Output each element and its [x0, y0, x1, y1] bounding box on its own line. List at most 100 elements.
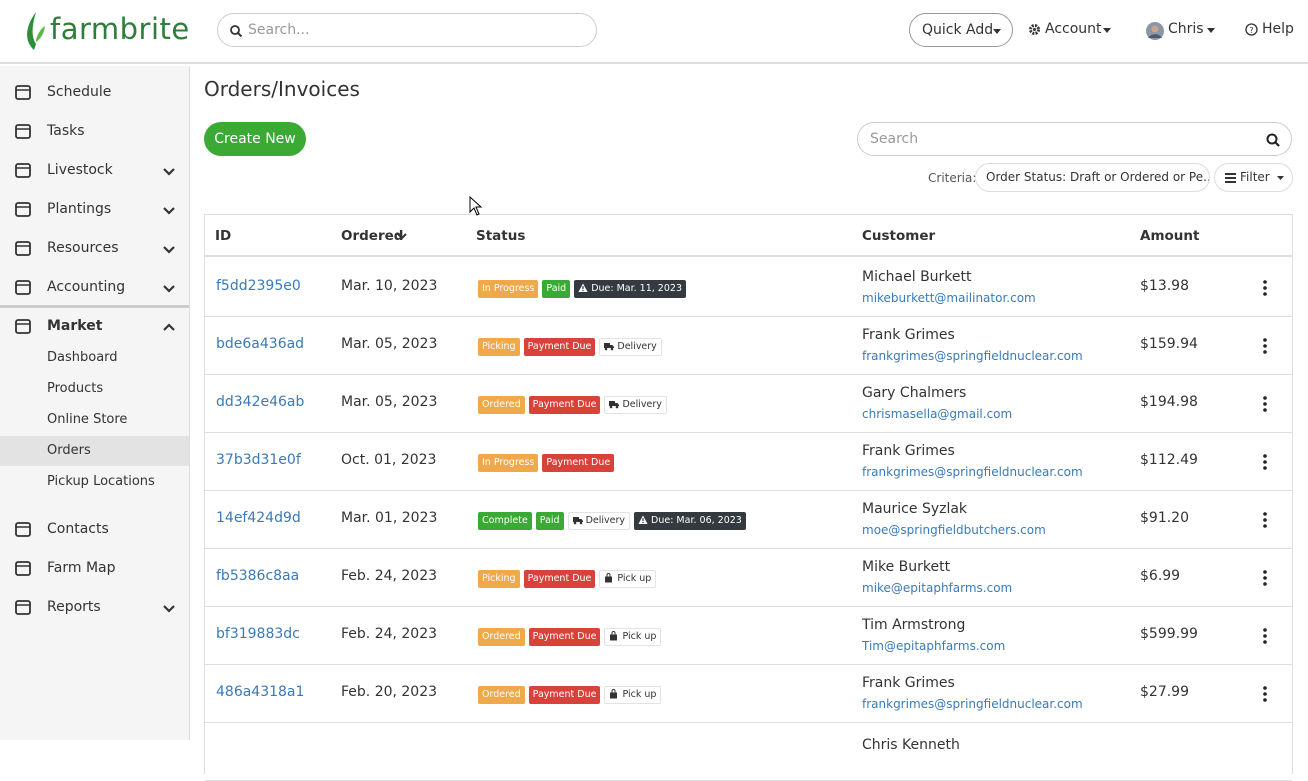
nav-item[interactable]: Reports: [0, 588, 189, 627]
nav-label: Farm Map: [47, 559, 116, 576]
column-header[interactable]: ID: [215, 228, 232, 244]
order-id-link[interactable]: 486a4318a1: [216, 684, 305, 700]
icon: [15, 202, 31, 217]
icon: [1263, 628, 1267, 644]
filter-button[interactable]: Filter: [1214, 163, 1293, 192]
row-actions[interactable]: [1261, 337, 1269, 355]
customer-email[interactable]: frankgrimes@springfieldnuclear.com: [862, 697, 1083, 711]
nav-label: Reports: [47, 598, 101, 615]
row-actions[interactable]: [1261, 511, 1269, 529]
badge-text: Pick up: [617, 572, 652, 584]
nav-subitem[interactable]: Orders: [0, 436, 189, 466]
section-divider: [0, 305, 189, 308]
nav-subitem[interactable]: Pickup Locations: [0, 467, 189, 497]
row-actions[interactable]: [1261, 569, 1269, 587]
table-row: bf319883dc Feb. 24, 2023 Ordered Payment Du…: [205, 607, 1292, 665]
icon: [163, 246, 175, 254]
customer-name: Tim Armstrong: [862, 617, 966, 633]
status-badge: Paid: [535, 511, 564, 530]
icon: [610, 630, 618, 640]
customer-name: Frank Grimes: [862, 443, 955, 459]
nav-item[interactable]: Livestock: [0, 151, 189, 190]
customer-name: Gary Chalmers: [862, 385, 967, 401]
order-id-link[interactable]: fb5386c8aa: [216, 568, 300, 584]
badge-text: Pick up: [622, 630, 657, 642]
status-badge: Complete: [478, 511, 532, 530]
status-badges: Ordered Payment Due Pick up: [478, 626, 665, 646]
nav-item[interactable]: Farm Map: [0, 549, 189, 588]
customer-email[interactable]: chrismasella@gmail.com: [862, 407, 1013, 421]
nav-item[interactable]: Contacts: [0, 510, 189, 549]
icon: [1263, 338, 1267, 354]
icon: [163, 285, 175, 293]
customer-email[interactable]: moe@springfieldbutchers.com: [862, 523, 1046, 537]
amount: $91.20: [1140, 510, 1189, 526]
order-id-link[interactable]: bde6a436ad: [216, 336, 305, 352]
customer-name: Chris Kenneth: [862, 737, 960, 753]
badge-text: Delivery: [617, 340, 657, 352]
nav-subitem[interactable]: Dashboard: [0, 343, 189, 373]
row-actions[interactable]: [1261, 627, 1269, 645]
ordered-date: Oct. 01, 2023: [341, 452, 437, 468]
nav-subitem[interactable]: Online Store: [0, 405, 189, 435]
row-actions[interactable]: [1261, 395, 1269, 413]
icon: [15, 163, 31, 178]
orders-table: ID Ordered Status Customer Amount f5dd2395e0 M…: [204, 214, 1293, 781]
status-badges: Ordered Payment Due Delivery: [478, 394, 671, 414]
sidebar: Schedule Tasks Livestock Plantings Resources…: [0, 66, 190, 740]
nav-subitem[interactable]: Products: [0, 374, 189, 404]
global-search[interactable]: Search...: [217, 13, 597, 47]
status-badge: Ordered: [478, 627, 525, 646]
row-actions[interactable]: [1261, 453, 1269, 471]
order-id-link[interactable]: bf319883dc: [216, 626, 300, 642]
nav-sublabel: Online Store: [47, 412, 128, 427]
nav-item[interactable]: Tasks: [0, 112, 189, 151]
order-id-link[interactable]: f5dd2395e0: [216, 278, 301, 294]
ordered-date: Feb. 24, 2023: [341, 568, 438, 584]
column-header[interactable]: Amount: [1140, 228, 1200, 244]
icon: [1263, 512, 1267, 528]
orders-search[interactable]: Search: [857, 122, 1292, 156]
row-actions[interactable]: [1261, 685, 1269, 703]
amount: $112.49: [1140, 452, 1198, 468]
badge-text: Paid: [539, 514, 560, 526]
quick-add-button[interactable]: Quick Add: [909, 13, 1013, 47]
logo-text[interactable]: farmbrite: [50, 12, 190, 46]
column-header[interactable]: Customer: [862, 228, 936, 244]
icon: [604, 342, 615, 350]
search-placeholder: Search: [870, 131, 919, 147]
customer-email[interactable]: frankgrimes@springfieldnuclear.com: [862, 465, 1083, 479]
badge-text: Delivery: [622, 398, 662, 410]
nav-item[interactable]: Schedule: [0, 73, 189, 112]
status-badges: Picking Payment Due Delivery: [478, 336, 666, 356]
customer-email[interactable]: Tim@epitaphfarms.com: [862, 639, 1006, 653]
customer-email[interactable]: mike@epitaphfarms.com: [862, 581, 1013, 595]
svg-text:?: ?: [1249, 26, 1253, 35]
page: farmbrite Search... Quick Add Account Ch…: [0, 12, 1308, 781]
badge-text: Payment Due: [546, 456, 611, 468]
column-header[interactable]: Ordered: [341, 228, 404, 244]
order-id-link[interactable]: 37b3d31e0f: [216, 452, 301, 468]
order-id-link[interactable]: 14ef424d9d: [216, 510, 301, 526]
ordered-date: Mar. 05, 2023: [341, 394, 438, 410]
nav-item[interactable]: Market: [0, 307, 189, 346]
create-new-button[interactable]: Create New: [204, 122, 306, 156]
customer-name: Michael Burkett: [862, 269, 972, 285]
nav-item[interactable]: Plantings: [0, 190, 189, 229]
row-actions[interactable]: [1261, 279, 1269, 297]
nav-label: Schedule: [47, 84, 112, 100]
nav-item[interactable]: Accounting: [0, 268, 189, 307]
order-id-link[interactable]: dd342e46ab: [216, 394, 305, 410]
icon: [15, 319, 31, 334]
status-badge: In Progress: [478, 453, 539, 472]
icon: [1263, 396, 1267, 412]
ordered-date: Feb. 20, 2023: [341, 684, 438, 700]
criteria-chip[interactable]: Order Status: Draft or Ordered or Pe...: [975, 163, 1210, 192]
column-header[interactable]: Status: [476, 228, 526, 244]
nav-item[interactable]: Resources: [0, 229, 189, 268]
customer-email[interactable]: mikeburkett@mailinator.com: [862, 291, 1036, 305]
customer-email[interactable]: frankgrimes@springfieldnuclear.com: [862, 349, 1083, 363]
icon: [15, 124, 31, 139]
badge-text: Payment Due: [532, 688, 597, 700]
badge-text: Payment Due: [532, 398, 597, 410]
